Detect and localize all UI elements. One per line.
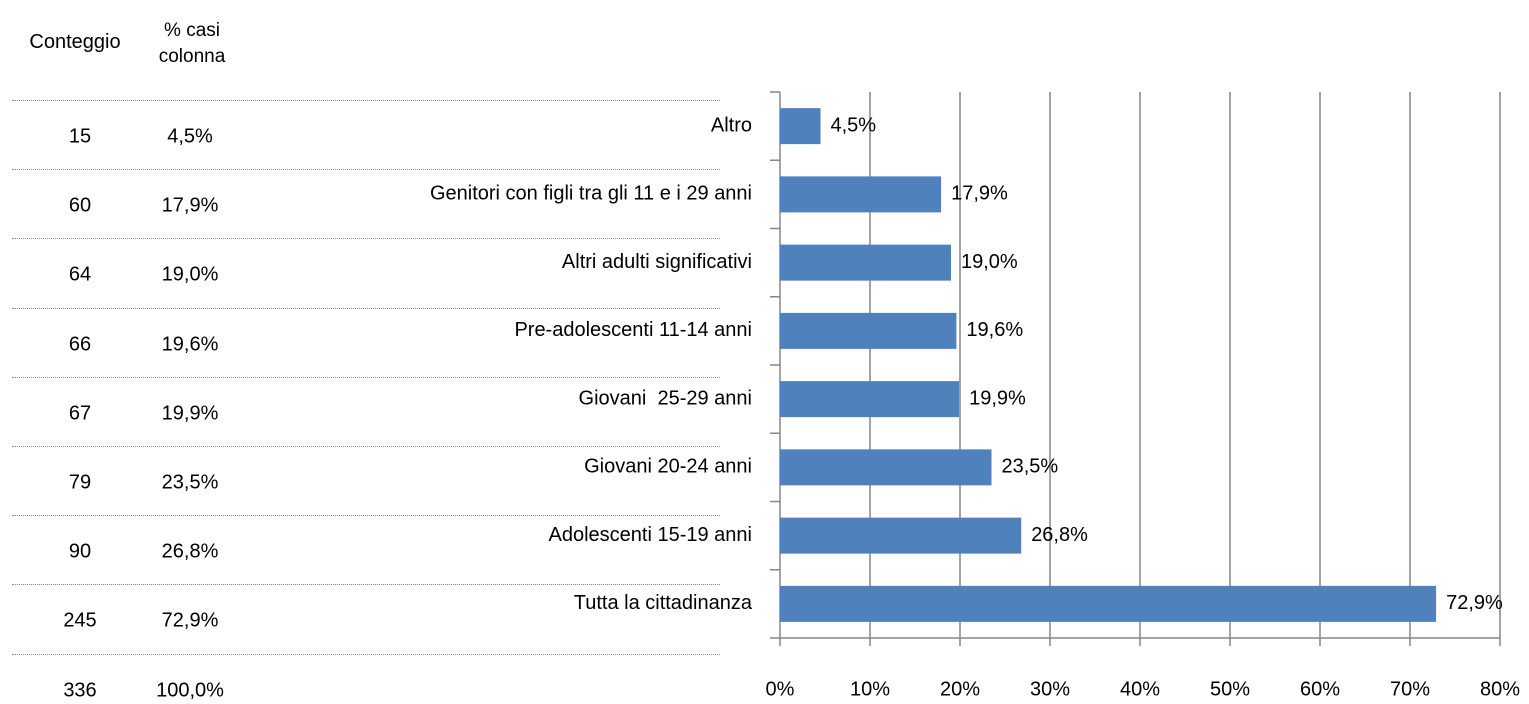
category-label: Altro — [711, 114, 752, 136]
row-separator — [12, 169, 720, 171]
x-tick-label: 30% — [1030, 678, 1070, 700]
row-separator — [12, 307, 720, 309]
x-tick-label: 20% — [940, 678, 980, 700]
category-label: Altri adulti significativi — [562, 251, 752, 273]
bar — [780, 312, 957, 349]
value-label: 19,6% — [966, 319, 1023, 341]
count-cell: 336 — [63, 679, 97, 702]
count-cell: 245 — [63, 609, 97, 632]
value-label: 72,9% — [1446, 592, 1503, 614]
row-separator — [12, 238, 720, 240]
category-label: Giovani 25-29 anni — [579, 387, 752, 409]
bar — [780, 176, 942, 213]
row-separator — [12, 446, 720, 447]
percent-cell: 26,8% — [161, 540, 219, 563]
value-label: 26,8% — [1031, 524, 1088, 546]
count-cell: 15 — [68, 125, 92, 148]
percent-cell: 19,0% — [161, 263, 219, 286]
category-label: Giovani 20-24 anni — [584, 456, 752, 478]
row-separator — [12, 653, 720, 655]
bar — [780, 517, 1022, 554]
bar — [780, 244, 951, 281]
bar — [780, 449, 992, 486]
row-separator — [12, 584, 720, 586]
percent-cell: 19,9% — [161, 402, 219, 425]
value-label: 23,5% — [1002, 456, 1059, 478]
x-tick-label: 80% — [1480, 678, 1520, 700]
table-header: Conteggio — [29, 31, 121, 53]
x-tick-label: 40% — [1120, 678, 1160, 700]
value-label: 4,5% — [831, 114, 877, 136]
x-tick-label: 60% — [1300, 678, 1340, 700]
percent-cell: 72,9% — [161, 609, 219, 632]
percent-cell: 100,0% — [156, 679, 224, 702]
x-tick-label: 50% — [1210, 678, 1250, 700]
category-label: Tutta la cittadinanza — [574, 592, 753, 614]
percent-cell: 17,9% — [161, 194, 219, 217]
count-cell: 67 — [68, 402, 92, 425]
x-tick-label: 0% — [766, 678, 795, 700]
count-cell: 60 — [68, 194, 92, 217]
percent-cell: 23,5% — [161, 471, 219, 494]
count-cell: 90 — [68, 540, 92, 563]
x-tick-label: 10% — [850, 678, 890, 700]
category-label: Pre-adolescenti 11-14 anni — [514, 319, 752, 341]
bar — [780, 585, 1437, 622]
bar — [780, 381, 960, 418]
bar — [780, 108, 821, 145]
x-tick-label: 70% — [1390, 678, 1430, 700]
value-label: 19,9% — [969, 387, 1026, 409]
category-label: Genitori con figli tra gli 11 e i 29 ann… — [430, 183, 752, 205]
count-cell: 66 — [68, 333, 92, 356]
row-separator — [12, 515, 720, 517]
percent-cell: 4,5% — [167, 125, 213, 148]
count-cell: 64 — [68, 263, 92, 286]
category-label: Adolescenti 15-19 anni — [549, 524, 752, 546]
value-label: 17,9% — [951, 183, 1008, 205]
row-separator — [12, 376, 720, 378]
percent-cell: 19,6% — [161, 333, 219, 356]
value-label: 19,0% — [961, 251, 1018, 273]
row-separator — [12, 100, 720, 101]
count-cell: 79 — [68, 471, 92, 494]
table-header: % casi colonna — [158, 20, 226, 67]
